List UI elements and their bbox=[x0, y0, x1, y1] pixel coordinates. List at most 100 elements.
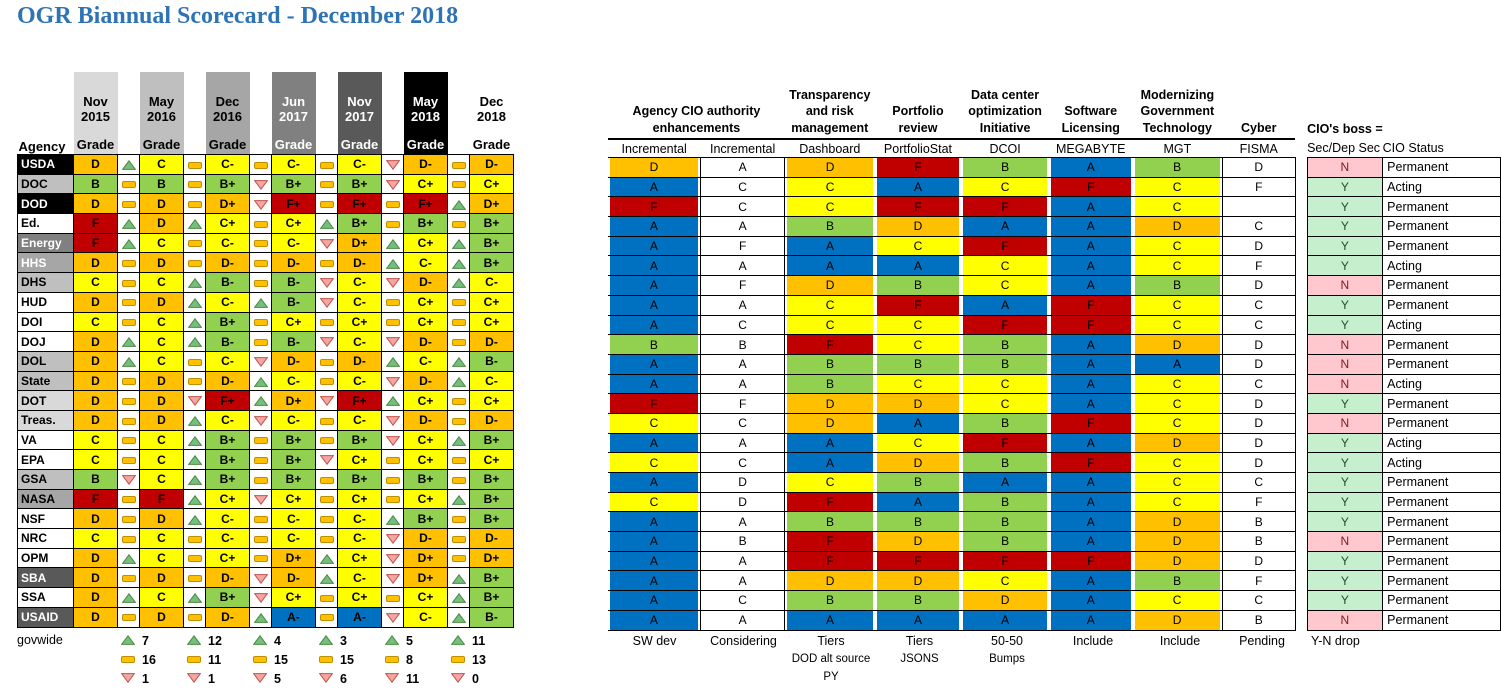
trend-cell bbox=[447, 370, 470, 392]
score-chip: D bbox=[876, 532, 960, 551]
trend-flat-icon bbox=[319, 437, 334, 445]
score-chip: A bbox=[876, 177, 960, 196]
score-chip: D bbox=[787, 571, 873, 590]
score-chip: D bbox=[876, 453, 960, 472]
trend-up-icon bbox=[451, 376, 466, 387]
cio-status-cell: Acting bbox=[1382, 432, 1501, 454]
grade-cell: D bbox=[73, 508, 118, 530]
score-cell: C bbox=[1132, 295, 1223, 316]
grade-cell: D- bbox=[337, 350, 382, 372]
score-chip: A bbox=[1050, 217, 1131, 236]
trend-cell bbox=[117, 232, 140, 254]
column-footnote: Tiers JSONS bbox=[900, 634, 939, 665]
grade-cell: F+ bbox=[403, 193, 448, 215]
score-chip: B bbox=[876, 591, 960, 610]
score-chip: F bbox=[876, 551, 960, 570]
score-cell: A bbox=[699, 550, 786, 572]
score-cell: A bbox=[699, 157, 786, 178]
boss-flag-cell: N bbox=[1306, 609, 1384, 631]
trend-flat-icon bbox=[451, 476, 466, 484]
trend-cell bbox=[381, 528, 404, 549]
row-spacer bbox=[1295, 374, 1307, 394]
score-chip: D bbox=[876, 394, 960, 413]
agency-name: HUD bbox=[17, 291, 74, 313]
govwide-flat-count: 11 bbox=[208, 652, 222, 667]
govwide-down-count: 6 bbox=[340, 671, 347, 686]
month-column-header: Dec 2018 Grade bbox=[470, 72, 514, 155]
trend-cell bbox=[249, 213, 272, 234]
grade-cell: B+ bbox=[205, 449, 250, 470]
grade-cell: C+ bbox=[403, 488, 448, 510]
score-chip: D bbox=[1134, 512, 1220, 531]
score-cell: B bbox=[699, 531, 786, 552]
trend-cell bbox=[249, 370, 272, 392]
score-cell: A bbox=[608, 570, 701, 592]
score-chip: C bbox=[787, 197, 873, 216]
cio-status-cell: Permanent bbox=[1382, 511, 1501, 533]
trend-cell bbox=[447, 272, 470, 293]
score-cell: B bbox=[1132, 275, 1223, 296]
score-chip: A bbox=[787, 610, 873, 630]
cio-status-cell: Permanent bbox=[1382, 570, 1501, 592]
score-cell: C bbox=[961, 275, 1049, 296]
score-cell: C bbox=[608, 452, 701, 473]
score-chip: A bbox=[610, 236, 698, 255]
month-year: 2018 bbox=[411, 109, 440, 124]
grade-cell: D- bbox=[403, 154, 448, 175]
govwide-flat-count: 15 bbox=[340, 652, 354, 667]
category-sublabel: DCOI bbox=[961, 138, 1049, 158]
score-chip: A bbox=[610, 217, 698, 236]
govwide-trend-up-icon bbox=[117, 632, 139, 650]
score-chip: A bbox=[1050, 354, 1131, 374]
grade-cell: B+ bbox=[469, 488, 514, 510]
grade-cell: D bbox=[139, 606, 184, 628]
trend-cell bbox=[447, 429, 470, 451]
score-chip: D bbox=[610, 158, 698, 177]
trend-up-icon bbox=[451, 612, 466, 623]
score-row: A A A A C A C F Y Acting bbox=[608, 255, 1501, 277]
score-row: A B F D B A D B N Permanent bbox=[608, 531, 1501, 552]
trend-cell bbox=[447, 311, 470, 333]
grade-cell: B+ bbox=[271, 469, 316, 490]
score-chip: B bbox=[1134, 158, 1220, 177]
grade-cell: C- bbox=[337, 567, 382, 589]
govwide-trend-down-icon bbox=[447, 670, 469, 688]
cio-status-cell: Permanent bbox=[1382, 393, 1501, 414]
cio-status-cell: Permanent bbox=[1382, 491, 1501, 513]
boss-flag-cell: Y bbox=[1306, 590, 1384, 611]
trend-cell bbox=[447, 587, 470, 608]
trend-cell bbox=[249, 252, 272, 274]
score-chip: A bbox=[787, 453, 873, 472]
grade-label: Grade bbox=[406, 137, 445, 152]
trend-up-icon bbox=[187, 494, 202, 505]
score-cell: C bbox=[699, 590, 786, 611]
trend-up-icon bbox=[319, 219, 334, 230]
trend-cell bbox=[315, 429, 338, 451]
govwide-flat-count: 15 bbox=[274, 652, 288, 667]
cio-status-cell: Acting bbox=[1382, 452, 1501, 473]
score-chip: C bbox=[963, 394, 1047, 413]
score-cell: C bbox=[699, 314, 786, 336]
score-cell: A bbox=[699, 216, 786, 237]
score-cell: A bbox=[1048, 511, 1133, 533]
grade-cell: D bbox=[139, 409, 184, 431]
category-sublabel: PortfolioStat bbox=[874, 138, 962, 158]
score-cell: C bbox=[1132, 255, 1223, 277]
column-footnotes: SW dev Considering Tiers DOD alt source PY Ti… bbox=[608, 632, 1496, 686]
score-cell: F bbox=[1048, 551, 1133, 572]
trend-flat-icon bbox=[319, 181, 334, 189]
row-spacer bbox=[1295, 158, 1307, 178]
score-chip: B bbox=[963, 335, 1047, 354]
agency-name: DOT bbox=[17, 390, 74, 411]
boss-flag-cell: Y bbox=[1306, 314, 1384, 336]
score-row: A A F F F F D D Y Permanent bbox=[608, 550, 1501, 572]
trend-flat-icon bbox=[451, 417, 466, 425]
score-cell: A bbox=[874, 492, 962, 513]
trend-flat-icon bbox=[385, 655, 399, 663]
trend-flat-icon bbox=[319, 358, 334, 366]
trend-cell bbox=[183, 606, 206, 628]
grade-cell: D bbox=[139, 213, 184, 234]
score-cell: D bbox=[1132, 610, 1223, 631]
trend-cell bbox=[381, 173, 404, 195]
score-cell: A bbox=[1048, 334, 1133, 355]
